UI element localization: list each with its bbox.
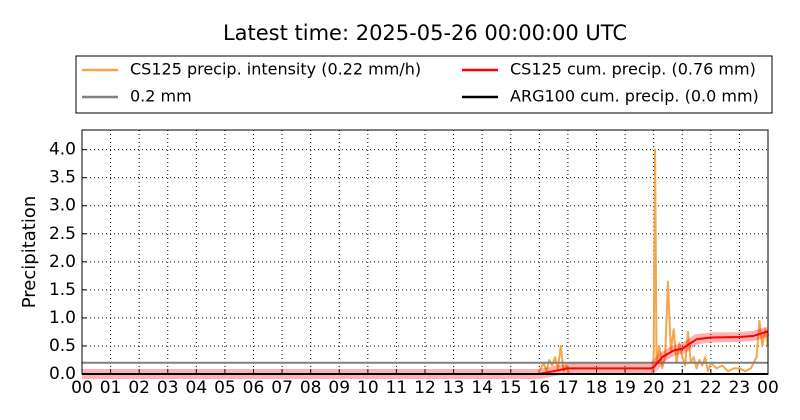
x-tick-label: 08 (300, 378, 322, 398)
x-tick-label: 16 (529, 378, 551, 398)
x-tick-label: 00 (757, 378, 779, 398)
chart-title: Latest time: 2025-05-26 00:00:00 UTC (223, 21, 627, 45)
x-tick-label: 14 (471, 378, 493, 398)
x-tick-label: 19 (614, 378, 636, 398)
y-tick-label: 1.0 (49, 308, 76, 328)
legend-label: CS125 cum. precip. (0.76 mm) (510, 60, 756, 79)
y-axis-label: Precipitation (19, 196, 40, 309)
y-tick-label: 1.5 (49, 280, 76, 300)
x-tick-label: 15 (500, 378, 522, 398)
x-tick-label: 17 (557, 378, 579, 398)
series-line (82, 148, 769, 375)
legend-label: CS125 precip. intensity (0.22 mm/h) (130, 60, 421, 79)
y-tick-label: 2.0 (49, 252, 76, 272)
x-tick-label: 02 (128, 378, 150, 398)
x-tick-label: 21 (671, 378, 693, 398)
x-tick-label: 03 (157, 378, 179, 398)
x-tick-label: 22 (700, 378, 722, 398)
legend-label: 0.2 mm (130, 87, 192, 106)
y-tick-label: 3.5 (49, 168, 76, 188)
x-tick-label: 09 (328, 378, 350, 398)
y-tick-label: 0.5 (49, 336, 76, 356)
legend-box (75, 55, 773, 114)
plot-frame (81, 129, 769, 375)
x-tick-label: 00 (71, 378, 93, 398)
x-tick-label: 05 (214, 378, 236, 398)
x-tick-label: 20 (643, 378, 665, 398)
legend-label: ARG100 cum. precip. (0.0 mm) (510, 87, 759, 106)
x-tick-label: 11 (386, 378, 408, 398)
x-tick-label: 23 (729, 378, 751, 398)
y-tick-label: 2.5 (49, 224, 76, 244)
x-tick-label: 07 (271, 378, 293, 398)
x-tick-label: 18 (586, 378, 608, 398)
x-tick-label: 12 (414, 378, 436, 398)
y-tick-label: 3.0 (49, 196, 76, 216)
x-tick-label: 04 (186, 378, 208, 398)
x-tick-label: 13 (443, 378, 465, 398)
x-tick-label: 01 (100, 378, 122, 398)
series-line (82, 330, 769, 375)
y-tick-label: 0.0 (49, 364, 76, 384)
x-tick-label: 06 (243, 378, 265, 398)
y-tick-label: 4.0 (49, 140, 76, 160)
x-tick-label: 10 (357, 378, 379, 398)
